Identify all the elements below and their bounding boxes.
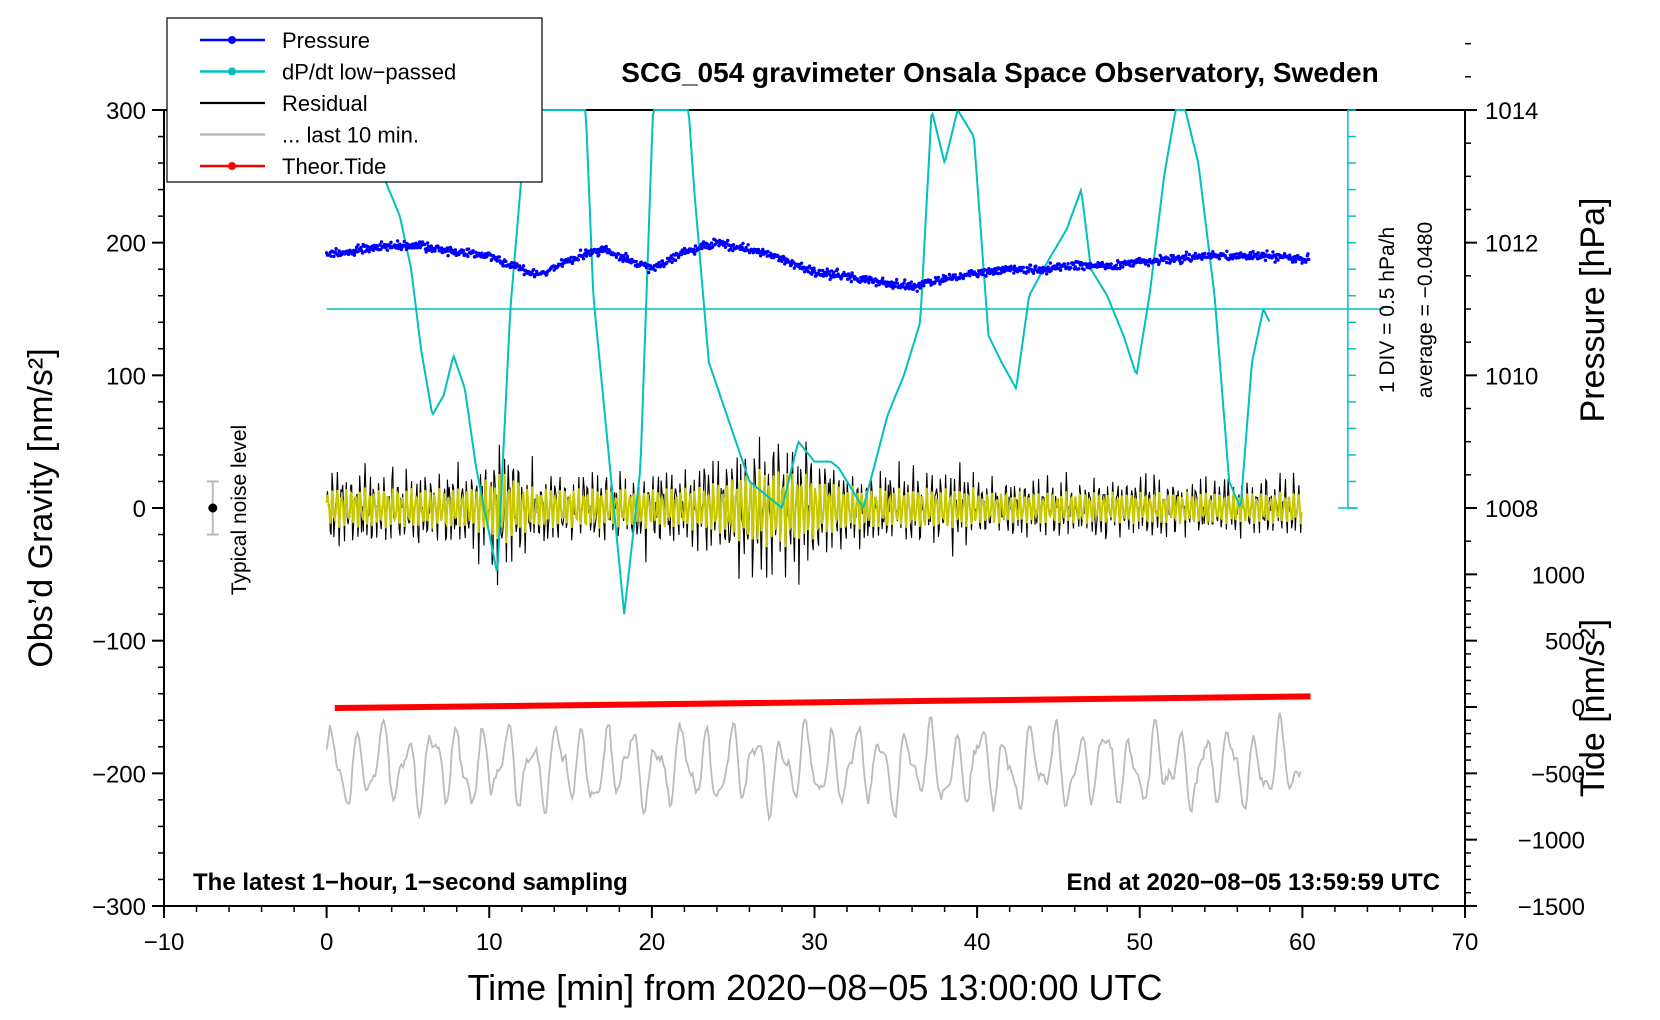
noise-center-dot (208, 503, 218, 513)
tide-tick-label: 500 (1545, 629, 1585, 656)
bottom-left-note: The latest 1−hour, 1−second sampling (193, 869, 628, 896)
tide-tick-label: −1500 (1518, 894, 1585, 921)
pressure-tick-label: 1014 (1485, 98, 1538, 125)
legend-label: Theor.Tide (282, 154, 386, 179)
x-tick-label: 0 (320, 929, 333, 956)
pressure-scale-bar (1337, 109, 1358, 509)
legend-item: Theor.Tide (200, 154, 386, 179)
legend-item: Pressure (200, 28, 370, 53)
chart-title: SCG_054 gravimeter Onsala Space Observat… (621, 57, 1378, 88)
legend-marker (228, 67, 236, 76)
typical-noise-marker (206, 480, 219, 536)
y-tick-label: 300 (106, 98, 146, 125)
last-10-min-line (325, 712, 1302, 822)
pressure-tick-label: 1012 (1485, 231, 1538, 258)
legend: Pressure dP/dt low−passed Residual ... last… (166, 17, 543, 183)
legend-label: Pressure (282, 28, 370, 53)
x-tick-label: 70 (1452, 929, 1479, 956)
legend-box (166, 17, 543, 183)
residual-lowpass-line (325, 468, 1303, 548)
tide-line (334, 693, 1311, 712)
y-tick-label: −200 (92, 761, 146, 788)
tide-axis-ticks: 1000 500 0 −500 −1000 −1500 (1465, 562, 1585, 921)
dpdt-average-label: average = −0.0480 (1414, 222, 1437, 398)
x-tick-label: 20 (639, 929, 666, 956)
bottom-right-note: End at 2020−08−05 13:59:59 UTC (1066, 869, 1440, 896)
legend-label: dP/dt low−passed (282, 60, 456, 85)
typical-noise-label: Typical noise level (228, 425, 251, 595)
y-tick-label: 0 (133, 496, 146, 523)
x-tick-label: 40 (964, 929, 991, 956)
pressure-tick-label: 1010 (1485, 363, 1538, 390)
pressure-scale-label: 1 DIV = 0.5 hPa/h (1376, 227, 1399, 393)
y-axis-label: Obs’d Gravity [nm/s²] (22, 348, 60, 667)
tide-series (334, 693, 1311, 712)
legend-item: Residual (200, 91, 368, 116)
pressure-axis-label: Pressure [hPa] (1574, 198, 1612, 423)
x-tick-label: 30 (801, 929, 828, 956)
x-tick-label: −10 (144, 929, 185, 956)
legend-marker (228, 162, 236, 170)
residual-series (325, 436, 1303, 586)
legend-label: ... last 10 min. (282, 123, 419, 148)
tide-axis-label: Tide [nm/s²] (1574, 619, 1612, 797)
pressure-axis-ticks: 1014 1012 1010 1008 (1465, 42, 1538, 576)
legend-label: Residual (282, 91, 368, 116)
tide-tick-label: 1000 (1532, 562, 1585, 589)
tide-tick-label: −1000 (1518, 828, 1585, 855)
tide-tick-label: −500 (1531, 761, 1585, 788)
y-tick-label: 100 (106, 363, 146, 390)
legend-item: dP/dt low−passed (200, 60, 456, 85)
y-tick-label: −100 (92, 629, 146, 656)
tide-tick-label: 0 (1572, 695, 1585, 722)
last-10-min-series (325, 712, 1302, 822)
x-tick-label: 60 (1289, 929, 1316, 956)
y-axis-ticks: 300 200 100 0 −100 −200 −300 (92, 98, 164, 921)
y-tick-label: −300 (92, 894, 146, 921)
pressure-dots (324, 237, 1311, 293)
legend-item: ... last 10 min. (200, 123, 419, 148)
x-tick-label: 50 (1126, 929, 1153, 956)
legend-marker (228, 36, 236, 44)
x-tick-label: 10 (476, 929, 503, 956)
y-tick-label: 200 (106, 231, 146, 258)
pressure-tick-label: 1008 (1485, 496, 1538, 523)
x-axis-label: Time [min] from 2020−08−05 13:00:00 UTC (467, 967, 1162, 1008)
x-axis-ticks: −10 0 10 20 30 40 50 60 70 (144, 906, 1479, 956)
pressure-series (324, 237, 1311, 293)
